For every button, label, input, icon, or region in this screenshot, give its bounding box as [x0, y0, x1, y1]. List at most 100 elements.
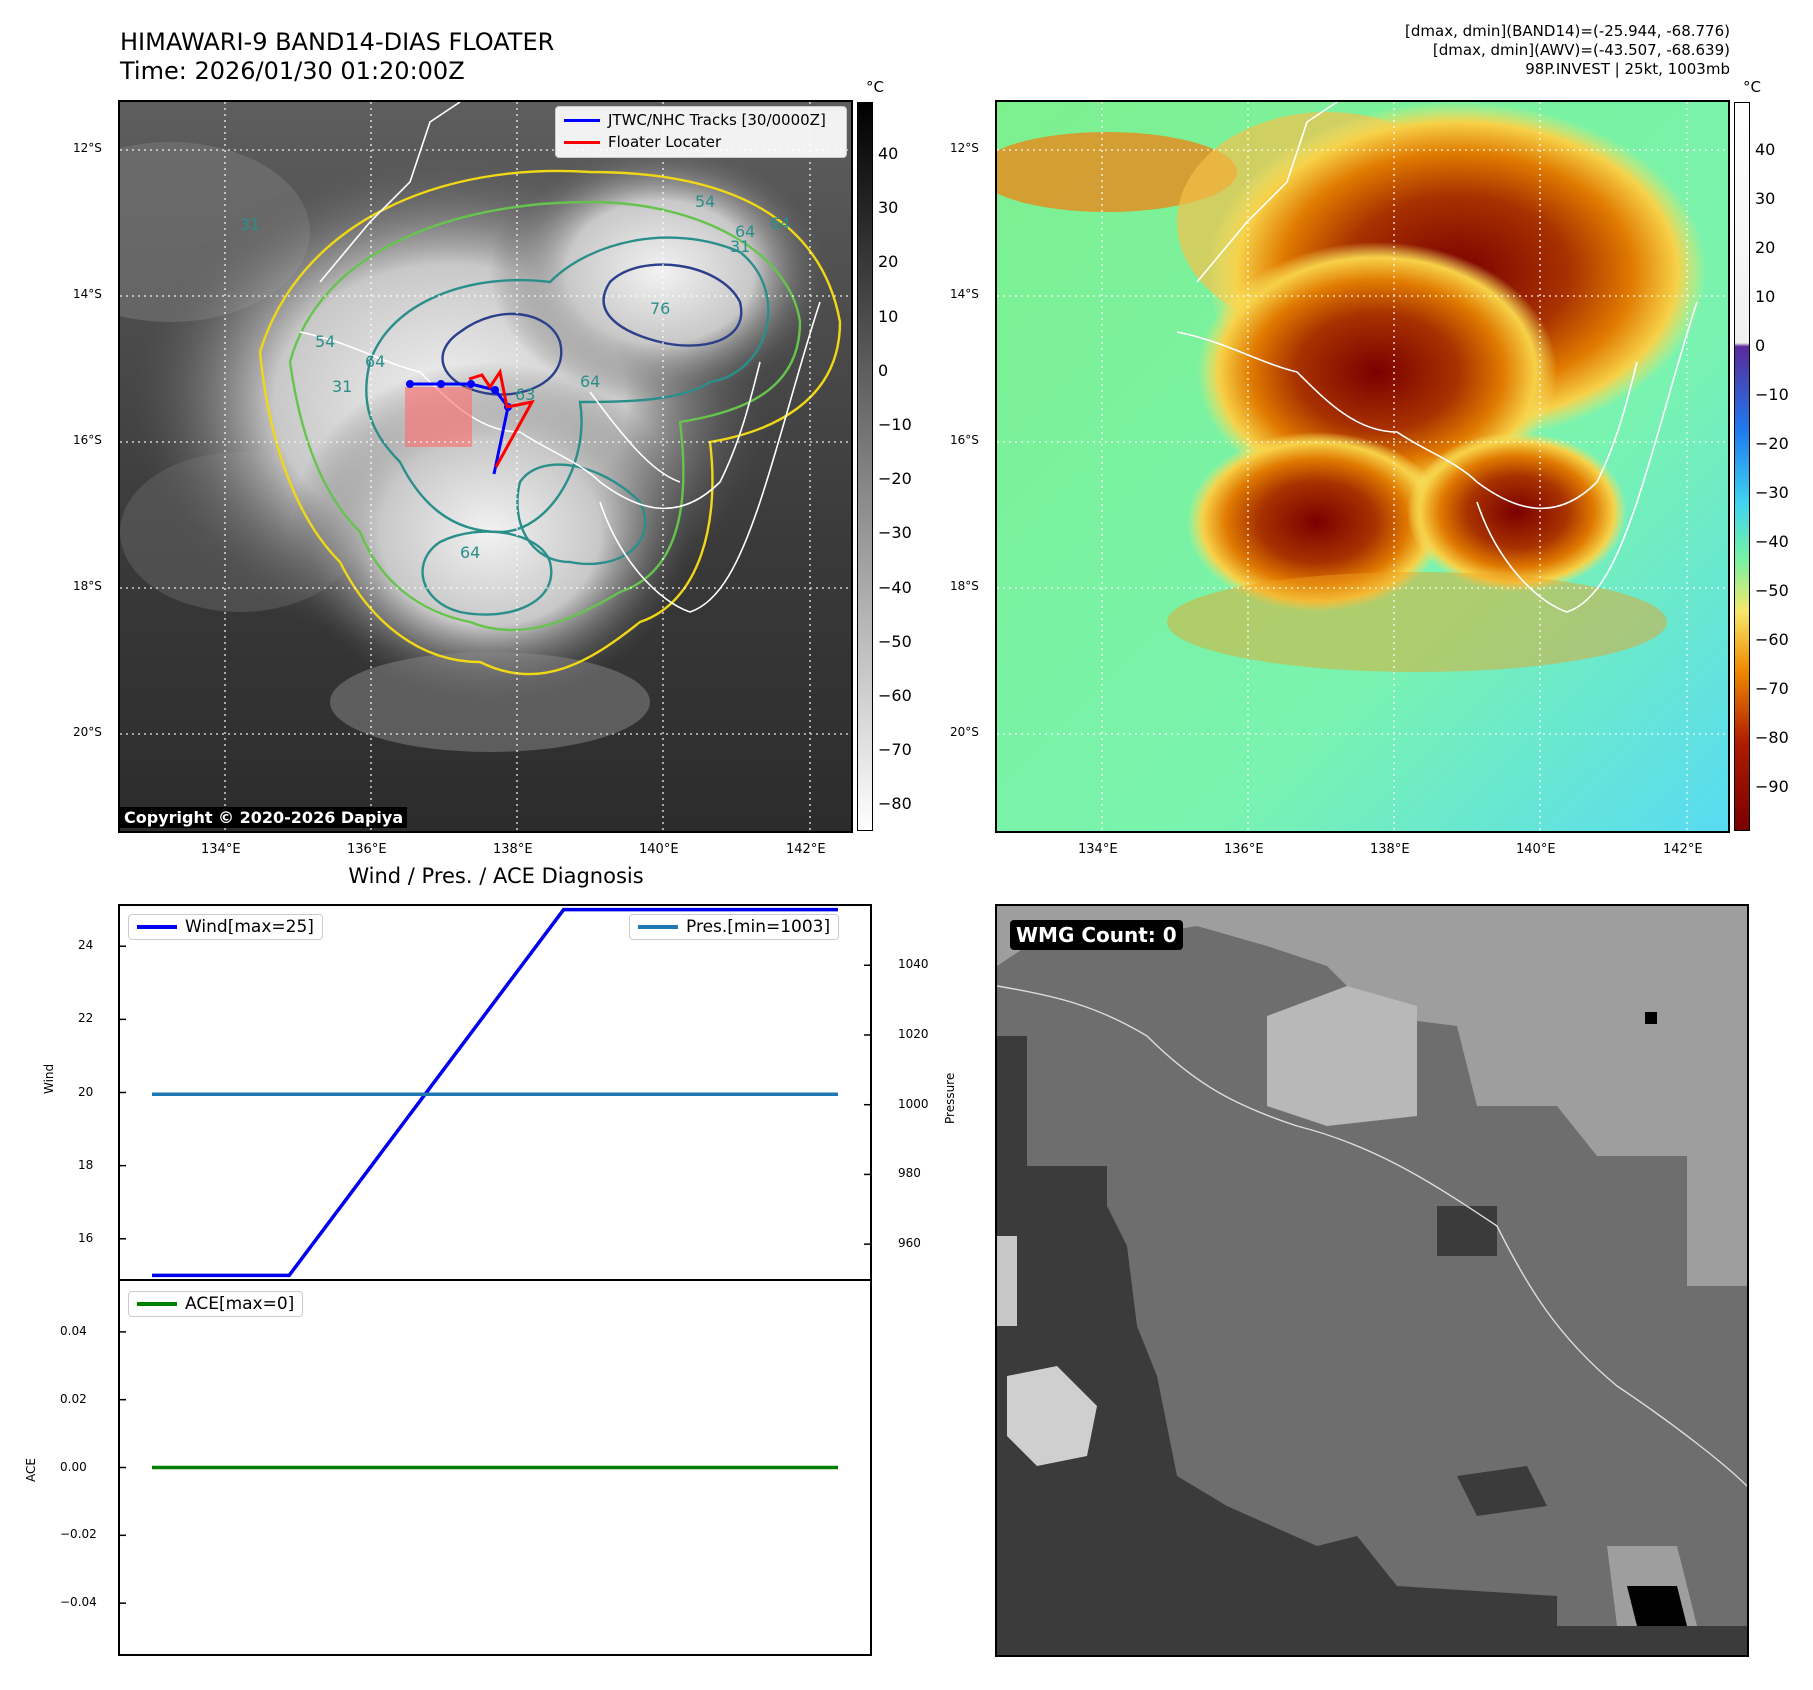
lon-tick-label: 134°E [201, 842, 241, 857]
awv-colorbar-tick: −60 [1755, 630, 1789, 649]
contour-label: 64 [735, 222, 755, 241]
ace-ylabel: ACE [24, 1458, 38, 1482]
ace-tick-label: −0.04 [60, 1595, 97, 1610]
ace-panel [118, 1279, 872, 1656]
pressure-legend: Pres.[min=1003] [629, 914, 840, 940]
legend-floater: Floater Locater [564, 131, 838, 153]
pressure-tick-label: 980 [898, 1166, 921, 1181]
lat-tick-label: 18°S [73, 579, 102, 593]
ir-colorbar-tick: 10 [878, 306, 899, 326]
lon-tick-label: 142°E [1663, 842, 1703, 857]
wind-ylabel: Wind [42, 1063, 56, 1094]
pressure-tick-label: 1000 [898, 1096, 929, 1111]
contour-label: 64 [460, 543, 480, 562]
awv-colorbar-tick: −20 [1755, 434, 1789, 453]
lat-tick-label: 16°S [73, 433, 102, 447]
wind-tick-label: 16 [78, 1230, 94, 1245]
ir-colorbar-unit: °C [866, 78, 884, 96]
lon-tick-label: 138°E [1370, 842, 1410, 857]
ir-colorbar-tick: −30 [878, 523, 912, 543]
lat-tick-label: 12°S [73, 141, 102, 155]
wind-tick-label: 20 [78, 1084, 94, 1099]
meta-storm-info: 98P.INVEST | 25kt, 1003mb [1525, 60, 1730, 78]
awv-colorbar-tick: −50 [1755, 581, 1789, 600]
legend-track: JTWC/NHC Tracks [30/0000Z] [564, 109, 838, 131]
ace-plot [120, 1331, 838, 1604]
lat-tick-label: 20°S [73, 725, 102, 739]
awv-colorbar-tick: 10 [1755, 287, 1776, 306]
lon-tick-label: 136°E [347, 842, 387, 857]
wind-tick-label: 18 [78, 1157, 94, 1172]
ir-colorbar-tick: −10 [878, 415, 912, 434]
contour-label: 64 [365, 352, 385, 371]
contour-label: 54 [695, 192, 715, 211]
diagnosis-title: Wind / Pres. / ACE Diagnosis [348, 864, 644, 888]
awv-colorbar-tick: −40 [1755, 532, 1789, 551]
lon-tick-label: 136°E [1224, 842, 1264, 857]
contour-label: 31 [240, 215, 260, 234]
awv-colorbar-tick: 20 [1755, 238, 1776, 257]
wind-tick-label: 22 [78, 1011, 94, 1026]
lat-tick-label: 14°S [950, 287, 979, 301]
wind-pressure-plot [120, 907, 870, 1278]
ir-colorbar-tick: 0 [878, 360, 889, 380]
contour-label: 63 [515, 385, 535, 404]
wind-legend: Wind[max=25] [128, 914, 323, 940]
awv-colorbar-tick: −90 [1755, 777, 1789, 796]
ace-legend: ACE[max=0] [128, 1291, 304, 1317]
ir-colorbar-tick: 40 [878, 144, 899, 163]
ir-map-panel: 31 54 64 64 54 64 76 31 64 63 31 64 [118, 100, 853, 833]
lon-tick-label: 142°E [786, 842, 826, 857]
lat-tick-label: 14°S [73, 287, 102, 301]
lat-tick-label: 18°S [950, 579, 979, 593]
lat-tick-label: 20°S [950, 725, 979, 739]
ir-legend: JTWC/NHC Tracks [30/0000Z] Floater Locat… [555, 106, 847, 158]
ir-colorbar-tick: −60 [878, 686, 912, 705]
ir-map-image: 31 54 64 64 54 64 76 31 64 63 31 64 [120, 102, 851, 831]
contour-label: 31 [332, 377, 352, 396]
figure-title: HIMAWARI-9 BAND14-DIAS FLOATER Time: 202… [120, 28, 554, 86]
title-line-1: HIMAWARI-9 BAND14-DIAS FLOATER [120, 28, 555, 56]
ace-tick-label: 0.02 [60, 1391, 87, 1406]
awv-colorbar-tick: −10 [1755, 385, 1789, 404]
awv-map-image [997, 102, 1728, 831]
awv-colorbar-tick: −70 [1755, 679, 1789, 698]
awv-colorbar-tick: −80 [1755, 728, 1789, 747]
ir-colorbar-tick: −70 [878, 740, 912, 760]
ir-colorbar [857, 102, 873, 831]
awv-map-panel [995, 100, 1730, 833]
contour-label: 31 [730, 237, 750, 256]
awv-colorbar [1734, 102, 1750, 831]
lon-tick-label: 140°E [639, 842, 679, 857]
awv-colorbar-unit: °C [1743, 78, 1761, 96]
copyright-label: Copyright © 2020-2026 Dapiya [120, 807, 408, 828]
contour-label: 64 [770, 214, 790, 233]
ir-colorbar-tick: −50 [878, 631, 912, 651]
wind-pressure-panel [118, 904, 872, 1281]
pressure-tick-label: 960 [898, 1236, 921, 1251]
awv-colorbar-tick: 0 [1755, 336, 1766, 355]
contour-label: 54 [315, 332, 335, 351]
ir-colorbar-tick: −40 [878, 577, 912, 597]
ir-colorbar-tick: −80 [878, 794, 912, 814]
ace-tick-label: 0.04 [60, 1323, 87, 1338]
lon-tick-label: 140°E [1516, 842, 1556, 857]
pressure-tick-label: 1040 [898, 957, 929, 972]
lon-tick-label: 134°E [1078, 842, 1118, 857]
meta-band14-range: [dmax, dmin](BAND14)=(-25.944, -68.776) [1405, 22, 1730, 40]
lat-tick-label: 12°S [950, 141, 979, 155]
lat-tick-label: 16°S [950, 433, 979, 447]
wmg-panel [995, 904, 1749, 1657]
title-line-2: Time: 2026/01/30 01:20:00Z [120, 57, 465, 85]
awv-colorbar-tick: 40 [1755, 140, 1776, 159]
contour-label: 64 [580, 372, 600, 391]
awv-colorbar-tick: 30 [1755, 189, 1776, 208]
ir-colorbar-tick: 30 [878, 198, 899, 218]
awv-colorbar-tick: −30 [1755, 483, 1789, 502]
ir-colorbar-tick: 20 [878, 252, 899, 272]
ir-colorbar-tick: −20 [878, 469, 912, 489]
ace-tick-label: 0.00 [60, 1459, 87, 1474]
wmg-count-badge: WMG Count: 0 [1010, 920, 1183, 950]
wind-tick-label: 24 [78, 938, 94, 953]
wmg-image [997, 906, 1747, 1655]
